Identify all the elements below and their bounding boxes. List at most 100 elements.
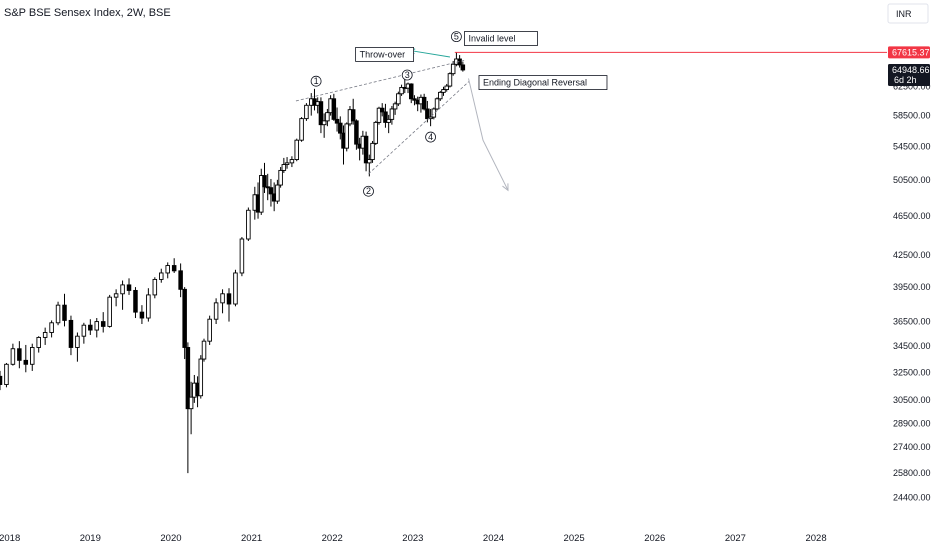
candle [284,157,290,169]
x-tick-label: 2028 [805,533,826,544]
candle-body [42,332,48,338]
candle-body [412,98,417,101]
candle [62,293,67,327]
candle [376,106,382,125]
candle [338,116,343,140]
candle-body [383,111,388,123]
candle-body [146,294,151,319]
y-tick-label: 25800.00 [893,468,931,478]
x-tick-label: 2020 [160,533,181,544]
candle-body [284,162,290,165]
candle-body [0,375,3,385]
throw-over-arrow [410,50,451,58]
annotation-text: Ending Diagonal Reversal [483,78,587,88]
candle [399,84,404,96]
candle [294,138,299,162]
candle [321,113,327,138]
x-tick-label: 2019 [80,533,101,544]
time-scale[interactable]: 2018 2019 2020 2021 2022 2023 2024 2025 2026 2027… [0,533,827,544]
candle-body [344,123,349,149]
candle [299,117,304,142]
candle-body [107,296,112,327]
wave-circle [310,75,322,87]
candle [165,262,170,279]
wave-label: 2 [363,185,374,197]
candle-body [246,209,251,240]
price-scale[interactable]: INR 24400.00 25800.00 27400.00 28900.00 3050… [887,3,931,503]
candle [246,207,251,241]
x-ticks: 2018 2019 2020 2021 2022 2023 2024 2025 2026 2027… [0,533,827,544]
candle-body [392,103,398,110]
price-label-countdown: 6d 2h [894,75,917,85]
candle-body [268,187,274,195]
currency-button[interactable] [887,3,929,24]
candle-body [68,319,74,348]
candle-body [421,96,427,110]
candle [444,83,449,92]
candle-body [126,284,132,291]
candle-body [278,169,283,186]
x-tick-label: 2027 [725,533,746,544]
wave-label: 1 [310,75,322,87]
candle-body [373,121,379,144]
y-tick-label: 42500.00 [893,250,931,260]
candle-body [30,347,35,365]
candle-body [389,108,395,120]
candle [370,140,375,163]
price-label-text: 67615.37 [892,47,930,57]
wave-label: 3 [401,69,413,81]
candle [434,97,440,111]
wave-number: 1 [314,76,319,86]
candle [331,93,337,121]
candle-body [220,293,225,304]
y-tick-label: 30500.00 [893,395,931,405]
candle-body [198,358,204,397]
candle-body [350,109,356,122]
annotation-box [464,31,538,46]
wave-label: 5 [451,31,462,43]
candle-body [399,86,404,95]
candle-body [408,83,414,100]
y-ticks: 24400.00 25800.00 27400.00 28900.00 30500.00… [893,82,931,503]
candle [281,157,287,173]
candle [392,101,398,115]
candle [268,178,274,207]
candle-body [171,265,177,272]
candle-body [299,118,304,141]
candle [389,106,395,125]
candle [441,86,446,96]
wave-number: 3 [405,70,410,80]
candle-body [386,118,391,123]
annotation: Throw-over [355,47,415,62]
annotation-text: Invalid level [468,34,515,44]
candle-body [331,98,337,120]
candle-body [152,278,158,296]
annotation-box [478,75,608,90]
candle-body [363,135,369,164]
candle-body [338,122,343,134]
candle [17,341,22,369]
candle [23,344,29,373]
candle [334,107,340,132]
candle-body [17,348,22,361]
candle [36,336,41,353]
candle [171,258,177,273]
candle [396,91,401,107]
candle [438,90,443,101]
candle-body [10,348,16,365]
candle [49,320,54,338]
candle [259,168,264,215]
candle-body [396,93,401,105]
candle-body [460,64,466,71]
candle [447,72,453,88]
candle [421,93,427,111]
x-tick-label: 2018 [0,533,20,544]
price-label-bg [888,46,930,59]
candle [120,280,125,310]
diagonal-trendline [295,59,465,102]
candle [428,108,433,127]
y-tick-label: 39500.00 [893,282,931,292]
